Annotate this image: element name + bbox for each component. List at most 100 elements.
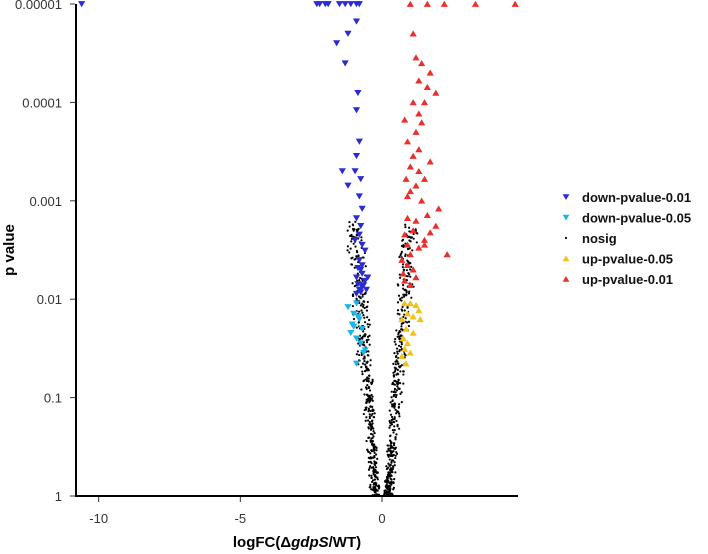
data-point-dot xyxy=(369,460,372,463)
data-point-dot xyxy=(371,479,375,482)
data-point-dot xyxy=(390,415,394,419)
data-point-dot xyxy=(367,386,371,389)
data-point-dot xyxy=(389,434,392,437)
data-point-dot xyxy=(358,353,361,357)
data-point-dot xyxy=(397,405,400,408)
data-point-dot xyxy=(369,485,372,489)
data-point-dot xyxy=(354,220,357,223)
data-point-dot xyxy=(411,249,414,252)
data-point-dot xyxy=(368,334,371,337)
data-point-dot xyxy=(364,363,367,366)
data-point-dot xyxy=(393,379,396,382)
data-point-dot xyxy=(386,477,389,480)
data-point-dot xyxy=(389,413,393,416)
data-point-triangle xyxy=(412,301,420,309)
y-axis-title: p value xyxy=(1,224,18,276)
data-point-dot xyxy=(355,255,358,258)
data-point-triangle xyxy=(406,251,414,258)
data-point-dot xyxy=(366,354,369,357)
data-point-triangle xyxy=(361,277,369,285)
data-point-triangle xyxy=(352,153,361,160)
data-point-triangle xyxy=(352,290,361,297)
data-point-dot xyxy=(396,350,399,353)
data-point-dot xyxy=(383,489,386,492)
data-point-dot xyxy=(390,396,393,399)
data-point-triangle xyxy=(418,60,426,67)
data-point-dot xyxy=(400,322,403,325)
data-point-triangle xyxy=(409,30,417,37)
data-point-dot xyxy=(355,353,358,356)
y-tick-label: 0.0001 xyxy=(22,95,62,110)
data-point-dot xyxy=(352,229,355,232)
data-point-dot xyxy=(394,456,397,460)
data-point-dot xyxy=(406,247,409,251)
data-point-triangle xyxy=(401,116,409,123)
legend-label: down-pvalue-0.05 xyxy=(582,211,691,226)
data-point-dot xyxy=(395,359,398,362)
data-point-dot xyxy=(397,331,400,334)
data-point-triangle xyxy=(409,152,417,159)
data-point-triangle xyxy=(352,274,361,281)
data-point-dot xyxy=(392,444,396,447)
data-point-triangle xyxy=(357,223,365,230)
data-point-dot xyxy=(396,385,399,388)
data-point-dot xyxy=(397,362,400,365)
data-point-dot xyxy=(363,359,366,363)
data-point-triangle xyxy=(415,110,423,117)
data-point-dot xyxy=(369,359,372,362)
data-point-dot xyxy=(371,422,374,425)
data-point-dot xyxy=(368,466,371,469)
data-point-dot xyxy=(400,299,403,302)
legend-label: down-pvalue-0.01 xyxy=(582,190,691,205)
data-point-triangle xyxy=(511,0,519,7)
data-point-triangle xyxy=(406,300,414,307)
data-point-dot xyxy=(400,325,403,328)
data-point-dot xyxy=(407,320,411,323)
data-point-dot xyxy=(371,409,375,413)
data-point-dot xyxy=(399,392,402,395)
data-point-dot xyxy=(396,309,400,312)
data-point-dot xyxy=(396,423,399,426)
data-point-dot xyxy=(367,407,370,410)
data-point-dot xyxy=(365,309,369,312)
data-point-dot xyxy=(355,249,358,253)
data-point-dot xyxy=(397,411,400,414)
data-point-triangle xyxy=(406,188,414,195)
data-point-dot xyxy=(401,305,404,309)
data-point-dot xyxy=(353,258,356,261)
data-point-dot xyxy=(385,483,388,486)
data-point-triangle xyxy=(415,244,423,251)
data-point-dot xyxy=(387,462,390,465)
data-point-dot xyxy=(394,436,397,439)
data-point-dot xyxy=(368,474,371,477)
data-point-triangle xyxy=(403,261,412,268)
data-point-triangle xyxy=(357,340,365,347)
data-point-dot xyxy=(389,446,392,449)
data-point-dot xyxy=(363,379,366,382)
data-point-dot xyxy=(405,321,409,324)
data-point-dot xyxy=(388,409,391,412)
data-point-dot xyxy=(370,476,373,480)
data-point-dot xyxy=(388,473,392,477)
x-tick-label: -10 xyxy=(89,511,108,526)
data-point-dot xyxy=(350,235,353,238)
data-point-triangle xyxy=(432,89,440,96)
data-point-triangle xyxy=(351,168,359,175)
data-point-dot xyxy=(362,412,365,416)
data-point-dot xyxy=(367,318,371,322)
data-point-dot xyxy=(361,373,364,376)
data-point-triangle xyxy=(409,266,417,273)
data-point-triangle xyxy=(401,300,409,307)
data-point-triangle xyxy=(415,167,423,175)
data-point-dot xyxy=(397,284,400,287)
data-point-dot xyxy=(348,251,351,254)
data-point-dot xyxy=(406,275,409,278)
data-point-dot xyxy=(402,315,405,319)
y-tick-label: 1 xyxy=(55,489,62,504)
data-point-dot xyxy=(391,381,395,384)
data-point-dot xyxy=(402,293,405,296)
data-point-triangle xyxy=(402,175,410,182)
data-point-dot xyxy=(386,453,389,456)
data-point-dot xyxy=(356,272,359,275)
data-point-triangle xyxy=(403,214,412,222)
